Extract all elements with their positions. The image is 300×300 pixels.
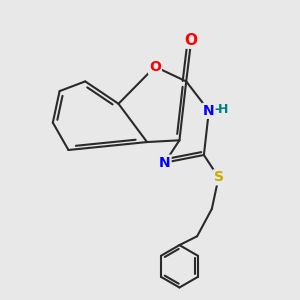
Text: S: S xyxy=(214,170,224,184)
Text: O: O xyxy=(185,33,198,48)
Text: N: N xyxy=(203,104,215,118)
Text: H: H xyxy=(218,103,229,116)
Text: O: O xyxy=(149,60,161,74)
Text: -: - xyxy=(214,103,219,116)
Text: N: N xyxy=(159,156,170,170)
